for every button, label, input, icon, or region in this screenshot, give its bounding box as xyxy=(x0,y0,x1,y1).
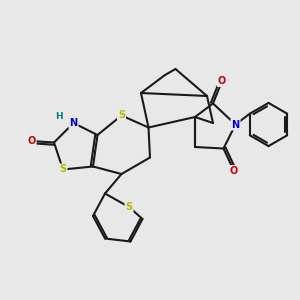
Text: N: N xyxy=(69,118,78,128)
Text: O: O xyxy=(230,166,238,176)
Text: N: N xyxy=(231,119,240,130)
Text: H: H xyxy=(55,112,62,122)
Text: O: O xyxy=(218,76,226,86)
Text: O: O xyxy=(27,136,36,146)
Text: S: S xyxy=(125,202,133,212)
Text: S: S xyxy=(59,164,67,175)
Text: S: S xyxy=(118,110,125,121)
